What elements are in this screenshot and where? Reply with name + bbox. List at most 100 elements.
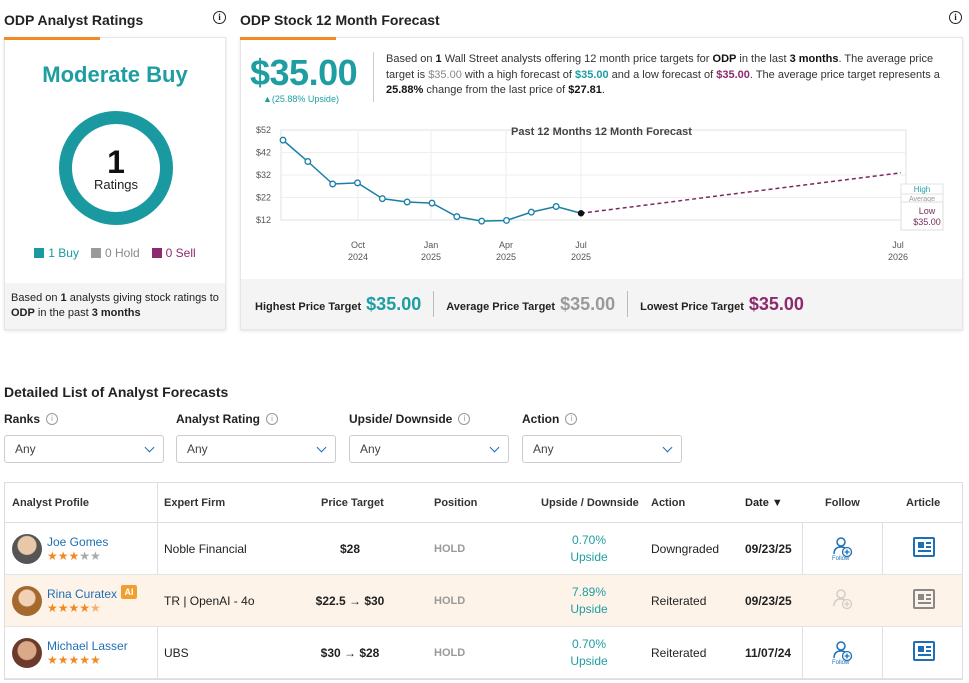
col-date[interactable]: Date ▼ [745,497,783,509]
x-tick-label: Jul [892,240,904,250]
info-icon[interactable]: i [458,413,471,425]
col-article: Article [906,497,941,509]
analyst-name[interactable]: Joe Gomes [47,535,109,549]
ratings-footnote: Based on 1 analysts giving stock ratings… [5,283,225,329]
date: 09/23/25 [745,542,792,556]
lowest-price-target: Lowest Price Target $35.00 [640,293,804,314]
col-position[interactable]: Position [434,497,478,509]
ratings-card: Moderate Buy 1 Ratings 1 Buy 0 Hold 0 Se… [4,37,226,330]
article-icon[interactable] [913,589,935,609]
follow-icon [833,589,853,610]
price-target-summary: Highest Price Target $35.00 Average Pric… [241,279,962,329]
history-point [478,217,486,225]
buy-swatch [34,248,45,258]
x-tick-year: 2025 [496,252,516,262]
divider [373,52,374,102]
ratings-donut: 1 Ratings [59,111,173,225]
history-point [378,195,386,203]
follow-icon[interactable] [833,641,853,667]
article-icon[interactable] [913,537,935,557]
forecast-card: $35.00 ▲(25.88% Upside) Based on 1 Wall … [240,37,963,330]
x-tick-year: 2024 [348,252,368,262]
table-row[interactable]: Michael Lasser ★★★★★ UBS $30 → $28 HOLD … [5,627,962,679]
avatar[interactable] [12,586,42,616]
expert-firm: Noble Financial [164,542,247,556]
legend-sell: 0 Sell [151,246,196,260]
col-expert-firm[interactable]: Expert Firm [164,497,226,509]
analyst-name[interactable]: Rina Curatex [47,587,118,601]
date: 09/23/25 [745,594,792,608]
x-tick-label: Jul [575,240,587,250]
highest-price-target: Highest Price Target $35.00 [255,293,422,314]
follow-label[interactable]: Follow [832,660,850,666]
date: 11/07/24 [745,646,792,660]
x-tick-label: Oct [351,240,366,250]
table-row[interactable]: Rina Curatex AI ★★★★★ TR | OpenAI - 4o $… [5,575,962,627]
divider [433,291,435,317]
upside-percent: ▲(25.88% Upside) [263,94,339,104]
average-price-target-footer: Average Price Target $35.00 [446,293,616,314]
low-label: Low [919,206,936,216]
legend-hold: 0 Hold [90,246,140,260]
analyst-star-rating: ★★★★★ [47,549,101,563]
ratings-count-label: Ratings [93,177,139,192]
expert-firm: UBS [164,646,189,660]
card-accent-bar [240,37,336,40]
position: HOLD [434,647,466,659]
col-action[interactable]: Action [651,497,686,509]
y-tick-label: $52 [256,125,271,135]
filter-label-analyst-rating: Analyst Rating i [176,412,279,426]
follow-label[interactable]: Follow [832,556,850,562]
analyst-name[interactable]: Michael Lasser [47,639,128,653]
y-tick-label: $42 [256,148,271,158]
action: Reiterated [651,646,707,660]
history-point [503,216,510,224]
y-tick-label: $12 [256,215,271,225]
analyst-forecast-table: Analyst Profile Expert Firm Price Target… [4,482,963,680]
history-point [552,203,560,210]
info-icon[interactable]: i [266,413,279,425]
action-select[interactable]: Any [522,435,682,463]
info-icon[interactable]: i [46,413,59,425]
ratings-legend: 1 Buy 0 Hold 0 Sell [5,246,225,260]
position: HOLD [434,543,466,555]
avatar[interactable] [12,534,42,564]
chevron-down-icon [662,442,673,452]
avatar[interactable] [12,638,42,668]
col-upside-downside[interactable]: Upside / Downside [541,497,639,509]
forecast-line [580,172,902,214]
card-accent-bar [4,37,100,40]
info-icon[interactable]: i [213,11,226,24]
ranks-select[interactable]: Any [4,435,164,463]
upside-downside-select[interactable]: Any [349,435,509,463]
x-tick-label: Apr [499,240,513,250]
info-icon[interactable]: i [949,11,962,24]
filter-label-action: Action i [522,412,578,426]
col-analyst-profile[interactable]: Analyst Profile [12,497,90,509]
low-label-box [900,201,944,231]
average-label: Average [909,196,935,203]
col-price-target[interactable]: Price Target [321,497,384,509]
table-row[interactable]: Joe Gomes ★★★★★ Noble Financial $28 HOLD… [5,523,962,575]
follow-icon[interactable] [833,537,853,563]
chevron-down-icon [316,442,327,452]
x-tick-label: Jan [424,240,439,250]
action: Downgraded [651,542,720,556]
history-point [329,180,337,188]
x-tick-year: 2026 [888,252,908,262]
legend-buy: 1 Buy [34,246,79,260]
low-value-label: $35.00 [913,217,941,227]
article-icon[interactable] [913,641,935,661]
history-point [403,198,411,206]
analyst-star-rating: ★★★★★ [47,601,101,615]
upside-downside: 0.70% Upside [570,533,608,564]
chevron-down-icon [489,442,500,452]
divider [627,291,629,317]
price-target: $28 [339,542,361,556]
price-target: $30 → $28 [320,646,380,660]
history-point [354,179,361,187]
ratings-count: 1 [107,144,125,180]
info-icon[interactable]: i [565,413,578,425]
filter-label-ranks: Ranks i [4,412,59,426]
analyst-rating-select[interactable]: Any [176,435,336,463]
